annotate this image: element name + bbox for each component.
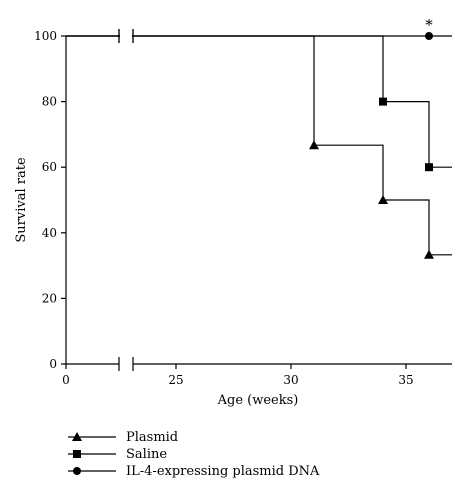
data-point [309,140,319,150]
series-3 [66,32,452,40]
series-1 [66,35,452,259]
legend-item-2: Saline [68,447,167,462]
x-tick-label: 25 [168,373,183,387]
y-tick-label: 60 [42,160,57,174]
y-tick-label: 0 [49,357,57,371]
y-axis-title: Survival rate [14,157,29,243]
plot-area: * [66,16,452,259]
series-line [66,35,452,256]
legend-label: IL-4-expressing plasmid DNA [126,464,320,479]
data-point [424,249,434,259]
data-point [425,163,433,172]
legend-item-3: IL-4-expressing plasmid DNA [68,464,320,479]
series-line [66,35,452,168]
significance-annotation: * [425,16,433,34]
x-tick-label: 35 [398,373,413,387]
y-tick-label: 20 [42,291,57,305]
legend-marker [73,467,81,475]
x-tick-label: 30 [283,373,298,387]
data-point [379,97,387,106]
axis-break-gap [120,33,132,39]
y-tick-label: 40 [42,226,57,240]
legend-label: Saline [126,447,167,462]
legend-label: Plasmid [126,430,178,445]
legend-marker [72,432,82,441]
x-tick-label: 0 [62,373,70,387]
legend-item-1: Plasmid [68,430,178,445]
legend-marker [73,450,81,458]
axes: 0 20 40 60 80 100 0 25 30 35 [34,29,452,387]
data-point [425,32,433,40]
y-tick-label: 80 [42,95,57,109]
legend: Plasmid Saline IL-4-expressing plasmid DNA [68,430,320,479]
x-axis-title: Age (weeks) [217,393,299,408]
series-2 [66,35,452,172]
data-point [378,195,388,204]
y-tick-label: 100 [34,29,57,43]
